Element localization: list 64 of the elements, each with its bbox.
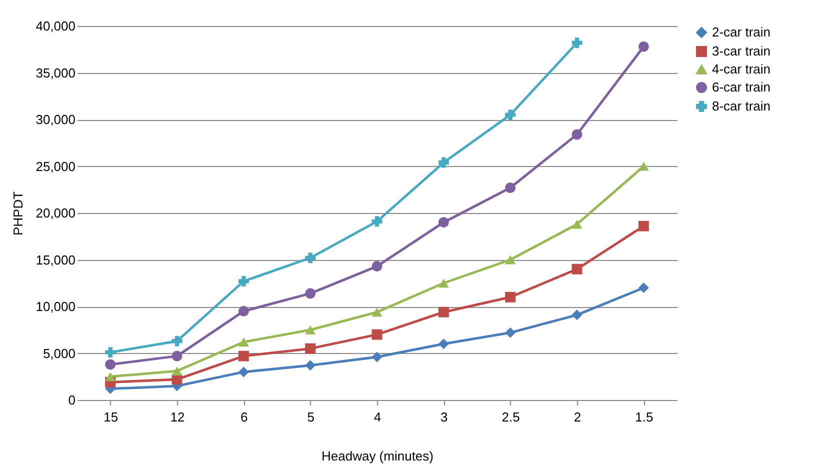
point xyxy=(372,329,382,340)
point xyxy=(238,366,249,378)
point xyxy=(305,252,316,264)
x-tick-label: 4 xyxy=(374,410,382,424)
point xyxy=(505,292,516,302)
point xyxy=(572,129,582,140)
y-tick-label: 40,000 xyxy=(36,18,76,34)
point xyxy=(638,220,649,232)
y-tick-label: 15,000 xyxy=(36,252,76,268)
y-tick-label: 25,000 xyxy=(36,158,76,174)
point xyxy=(172,350,182,362)
x-tick-label: 15 xyxy=(104,410,118,424)
point xyxy=(572,220,582,229)
point xyxy=(305,288,316,299)
y-tick-label: 10,000 xyxy=(36,299,76,314)
legend-label: 3-car train xyxy=(712,44,771,58)
point xyxy=(505,327,516,338)
y-tick-label: 0 xyxy=(68,392,76,408)
point xyxy=(238,337,249,347)
point xyxy=(372,261,382,272)
point xyxy=(438,278,449,288)
x-tick-label: 2.5 xyxy=(502,410,520,424)
y-tick-label: 5,000 xyxy=(42,346,76,361)
x-axis-title: Headway (minutes) xyxy=(322,448,434,464)
y-tick-label: 30,000 xyxy=(36,112,76,127)
point xyxy=(505,182,516,193)
point xyxy=(105,372,116,382)
legend-label: 4-car train xyxy=(712,62,771,76)
point xyxy=(305,360,316,371)
y-tick-label: 20,000 xyxy=(36,206,76,220)
point xyxy=(572,310,582,320)
legend-label: 2-car train xyxy=(712,24,771,40)
x-tick-label: 3 xyxy=(440,410,448,424)
x-tick-label: 6 xyxy=(240,410,248,424)
point xyxy=(638,41,649,52)
point xyxy=(105,359,116,370)
point xyxy=(572,38,582,48)
point xyxy=(105,347,116,358)
point xyxy=(638,282,649,294)
x-tick-label: 2 xyxy=(574,410,582,424)
x-tick-label: 12 xyxy=(170,410,185,424)
point xyxy=(305,343,316,354)
point xyxy=(438,217,449,228)
point xyxy=(438,306,449,318)
point xyxy=(172,336,182,346)
point xyxy=(505,255,516,264)
point xyxy=(438,338,449,350)
x-tick-label: 1.5 xyxy=(635,410,654,424)
point xyxy=(305,325,316,334)
point xyxy=(172,366,182,376)
point xyxy=(572,264,582,274)
legend-label: 6-car train xyxy=(712,80,771,94)
y-axis-title: PHPDT xyxy=(10,191,26,236)
x-tick-label: 5 xyxy=(307,410,314,424)
y-tick-label: 35,000 xyxy=(36,65,76,80)
point xyxy=(372,308,382,317)
point xyxy=(238,276,249,286)
point xyxy=(372,216,382,227)
point xyxy=(372,352,382,362)
legend-label: 8-car train xyxy=(712,98,771,114)
point xyxy=(505,110,516,120)
point xyxy=(438,157,449,168)
point xyxy=(238,306,249,316)
point xyxy=(238,350,249,362)
